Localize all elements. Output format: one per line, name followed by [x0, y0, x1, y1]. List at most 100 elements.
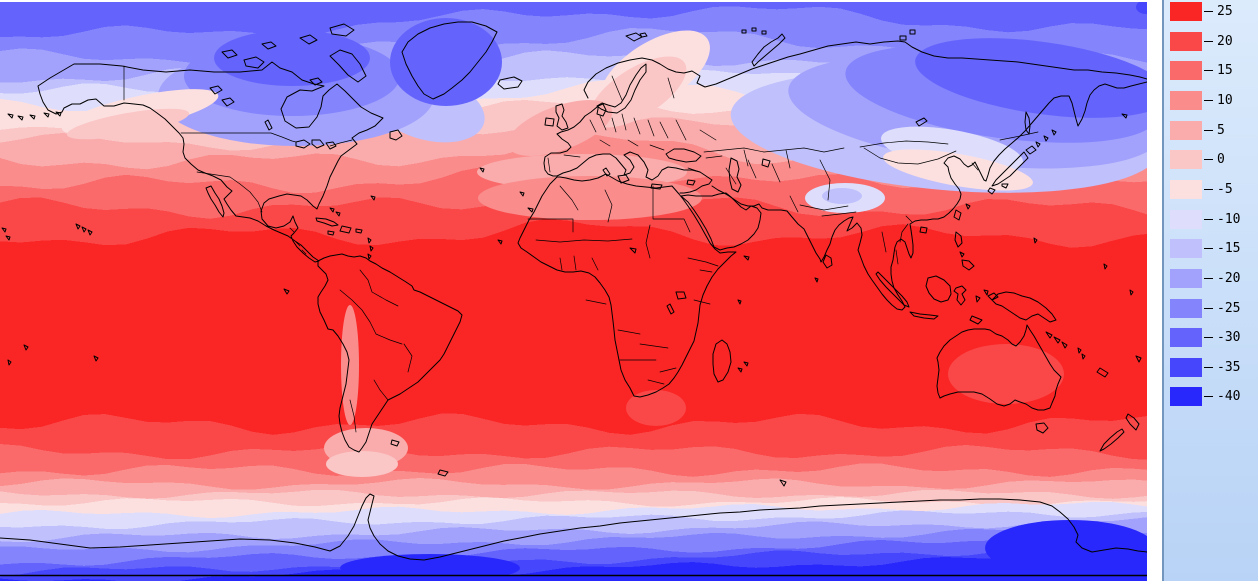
legend-entry: -15 [1164, 239, 1258, 259]
cool-patch-sahara-inner [478, 176, 702, 220]
world-temperature-map [0, 0, 1147, 581]
coastline-australia [936, 324, 1062, 411]
coastline-pacific-islands [1, 223, 1142, 378]
legend-tick [1204, 248, 1213, 250]
coastline-madagascar [712, 339, 732, 383]
legend-tick [1204, 218, 1213, 220]
legend-label: -40 [1217, 389, 1241, 405]
legend-tick [1204, 366, 1213, 368]
cold-patch-tibet-core [822, 188, 862, 204]
coastline-falklands [390, 439, 449, 477]
coastline-newfoundland [389, 129, 403, 141]
legend-label: -30 [1217, 330, 1241, 346]
cold-pool-canada-core [214, 30, 370, 86]
legend-swatch [1170, 328, 1202, 348]
coastline-tasmania-nz [1035, 413, 1140, 452]
cold-pool-siberia-core [915, 38, 1147, 118]
country-borders [123, 65, 1039, 433]
map-margin-top [0, 0, 1147, 2]
legend-label: -5 [1217, 181, 1233, 197]
great-lakes [209, 85, 337, 150]
temperature-bands [0, 2, 1147, 581]
legend-entry: 10 [1164, 90, 1258, 110]
coastline-black-sea [665, 148, 702, 163]
legend-label: 20 [1217, 33, 1233, 49]
coastlines [0, 21, 1147, 561]
legend-entry: 15 [1164, 61, 1258, 81]
coastline-uk-ireland [544, 103, 569, 131]
coastline-greenland [401, 21, 498, 100]
legend-tick [1204, 307, 1213, 309]
coastline-svalbard-nz-fjl [625, 27, 928, 127]
coastline-antarctica [0, 493, 1147, 561]
coastline-caspian-aral [728, 157, 771, 193]
cool-patch-australia-interior [948, 344, 1064, 404]
borders-south-america [339, 269, 413, 433]
legend-entry: -35 [1164, 357, 1258, 377]
legend-swatch [1170, 31, 1202, 51]
coastline-baja [205, 185, 225, 218]
legend-tick [1204, 129, 1213, 131]
legend-swatch [1170, 268, 1202, 288]
legend-tick [1204, 188, 1213, 190]
coastline-sri-lanka [822, 254, 833, 269]
legend-swatch [1170, 239, 1202, 259]
legend-swatch [1170, 90, 1202, 110]
legend-swatch [1170, 120, 1202, 140]
legend-swatch [1170, 387, 1202, 407]
coastline-arabia [680, 192, 762, 251]
cold-pool-greenland [390, 18, 502, 106]
legend-label: -35 [1217, 359, 1241, 375]
cool-patch-south-africa [626, 390, 686, 426]
warm-tongue-atlantic-mid [589, 56, 687, 128]
legend-entry: -20 [1164, 268, 1258, 288]
coastline-aleutians [7, 111, 1128, 121]
legend-swatch [1170, 179, 1202, 199]
african-lakes [629, 247, 687, 315]
legend-tick [1204, 277, 1213, 279]
legend-entry: -5 [1164, 179, 1258, 199]
coastline-atlantic-islands [370, 167, 534, 245]
borders-europe [547, 75, 723, 173]
coastline-south-asia [711, 81, 1147, 311]
legend-entry: -30 [1164, 328, 1258, 348]
coastline-scandinavia-arctic [583, 40, 1147, 99]
legend-entry: -40 [1164, 387, 1258, 407]
legend-tick [1204, 40, 1213, 42]
legend-swatch [1170, 150, 1202, 170]
border-us-canada [180, 132, 353, 147]
legend-label: -15 [1217, 241, 1241, 257]
legend-panel: 25 20 15 10 5 0 -5 -10 -15 -20 -25 -30 -35 -40 [1162, 0, 1258, 581]
coastline-iceland [497, 76, 523, 90]
legend-label: -10 [1217, 211, 1241, 227]
warm-tongue-alaska-core [66, 108, 190, 140]
legend-swatch [1170, 2, 1202, 21]
legend-label: 25 [1217, 4, 1233, 19]
legend-swatch [1170, 209, 1202, 229]
legend-swatch [1170, 298, 1202, 318]
legend-label: -20 [1217, 270, 1241, 286]
legend-tick [1204, 99, 1213, 101]
legend-entry: 25 [1164, 2, 1258, 21]
legend-swatch [1170, 61, 1202, 81]
borders-africa [527, 185, 719, 385]
legend-entry: 20 [1164, 31, 1258, 51]
legend-label: 15 [1217, 63, 1233, 79]
cool-patch-patagonia-tip [326, 451, 398, 477]
deep-cold-weddell [340, 554, 520, 581]
coastline-med-islands [602, 167, 696, 190]
legend-tick [1204, 159, 1213, 161]
cold-spot-corner [1136, 2, 1147, 14]
legend-label: 10 [1217, 92, 1233, 108]
legend-label: 5 [1217, 122, 1225, 138]
legend-entry: 0 [1164, 150, 1258, 170]
coastline-new-guinea [987, 291, 1057, 323]
legend-label: -25 [1217, 300, 1241, 316]
cool-strip-andes [341, 305, 359, 425]
legend-entry: -25 [1164, 298, 1258, 318]
temperature-anomalies [61, 2, 1147, 581]
coastline-indian-ocean-islands [737, 255, 819, 487]
border-us-mexico [196, 171, 263, 213]
legend-tick [1204, 396, 1213, 398]
